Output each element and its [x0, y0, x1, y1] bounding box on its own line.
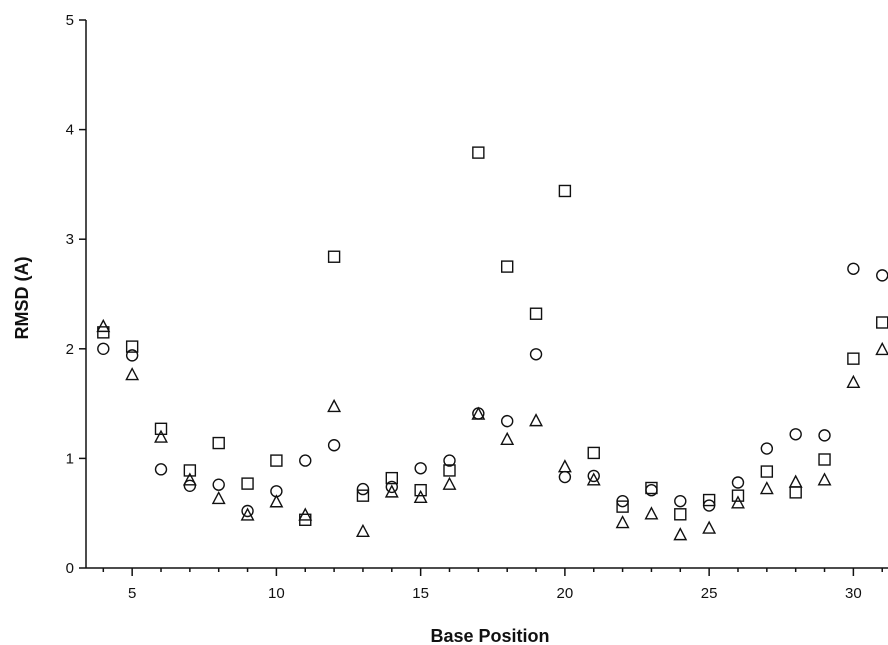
square-marker [876, 316, 888, 329]
circle-marker [702, 499, 716, 512]
square-marker [616, 500, 629, 513]
triangle-marker [644, 506, 659, 520]
triangle-marker [96, 318, 111, 333]
circle-marker [299, 454, 312, 467]
circle-marker [645, 483, 658, 497]
triangle-marker [442, 476, 457, 490]
square-marker [443, 464, 456, 477]
circle-marker [327, 439, 341, 452]
triangle-marker [673, 527, 688, 541]
triangle-marker [759, 481, 774, 495]
y-tick-label: 4 [66, 122, 74, 139]
triangle-marker [788, 474, 803, 488]
square-marker [847, 352, 860, 365]
square-marker [125, 340, 139, 353]
circle-marker [818, 429, 831, 442]
triangle-marker [125, 367, 140, 381]
square-marker [270, 454, 283, 467]
square-marker [587, 446, 600, 460]
x-tick-label: 15 [412, 585, 429, 602]
triangle-marker [529, 413, 544, 427]
square-marker [385, 471, 398, 485]
triangle-marker [702, 520, 717, 534]
square-marker [241, 477, 254, 490]
triangle-marker [327, 398, 342, 413]
triangle-marker [154, 429, 168, 443]
circle-marker [472, 407, 485, 420]
circle-marker [356, 482, 370, 496]
triangle-marker [557, 459, 572, 473]
square-marker [674, 508, 687, 521]
square-marker [154, 422, 168, 436]
circle-marker [97, 342, 110, 355]
x-axis-label: Base Position [430, 626, 549, 645]
square-marker [212, 436, 225, 450]
square-marker [731, 489, 745, 502]
x-tick-label: 25 [701, 585, 718, 602]
circle-marker [500, 414, 514, 428]
square-marker [500, 260, 514, 273]
circle-marker [789, 428, 802, 441]
square-marker [702, 493, 716, 507]
square-marker [183, 464, 197, 477]
data-marks [96, 146, 888, 541]
square-marker [97, 326, 110, 339]
triangle-marker [586, 472, 601, 486]
circle-marker [558, 470, 572, 484]
circle-marker [529, 348, 543, 361]
y-tick-label: 0 [66, 560, 74, 577]
triangle-marker [413, 489, 428, 504]
circle-marker [414, 462, 427, 475]
square-marker [760, 465, 774, 478]
triangle-marker [384, 484, 399, 498]
x-tick-label: 20 [557, 585, 574, 602]
circle-marker [241, 504, 254, 518]
triangle-marker [211, 490, 226, 505]
circle-marker [674, 494, 687, 508]
triangle-marker [615, 515, 630, 529]
y-tick-label: 3 [66, 231, 74, 248]
circle-marker [183, 479, 197, 492]
y-axis-label: RMSD (A) [12, 257, 32, 340]
triangle-marker [500, 431, 515, 445]
circle-marker [616, 494, 629, 508]
triangle-marker [731, 495, 745, 509]
circle-marker [731, 476, 745, 489]
circle-marker [443, 454, 456, 467]
circle-marker [385, 480, 398, 494]
triangle-marker [182, 472, 197, 486]
y-tick-label: 5 [66, 12, 74, 29]
y-tick-label: 1 [66, 450, 74, 467]
square-marker [789, 486, 802, 499]
triangle-marker [269, 494, 284, 508]
square-marker [472, 146, 485, 159]
triangle-marker [355, 523, 370, 538]
circle-marker [587, 469, 600, 483]
x-tick-label: 30 [845, 585, 862, 602]
x-tick-label: 10 [268, 585, 285, 602]
circle-marker [154, 463, 168, 476]
triangle-marker [240, 507, 255, 521]
square-marker [558, 184, 572, 198]
circle-marker [876, 269, 888, 282]
square-marker [818, 453, 831, 466]
circle-marker [212, 478, 225, 491]
square-marker [327, 250, 341, 263]
square-marker [529, 307, 543, 320]
triangle-marker [298, 507, 313, 521]
square-marker [414, 483, 427, 497]
triangle-marker [471, 406, 486, 420]
triangle-marker [846, 374, 861, 388]
x-tick-label: 5 [128, 585, 136, 602]
square-marker [356, 489, 370, 502]
y-tick-label: 2 [66, 341, 74, 358]
circle-marker [125, 349, 139, 362]
axes: 0 1 2 3 4 5 5 10 15 20 25 30 [66, 12, 888, 602]
circle-marker [760, 442, 774, 455]
triangle-marker [817, 472, 832, 486]
triangle-marker [875, 341, 888, 356]
circle-marker [847, 262, 860, 275]
